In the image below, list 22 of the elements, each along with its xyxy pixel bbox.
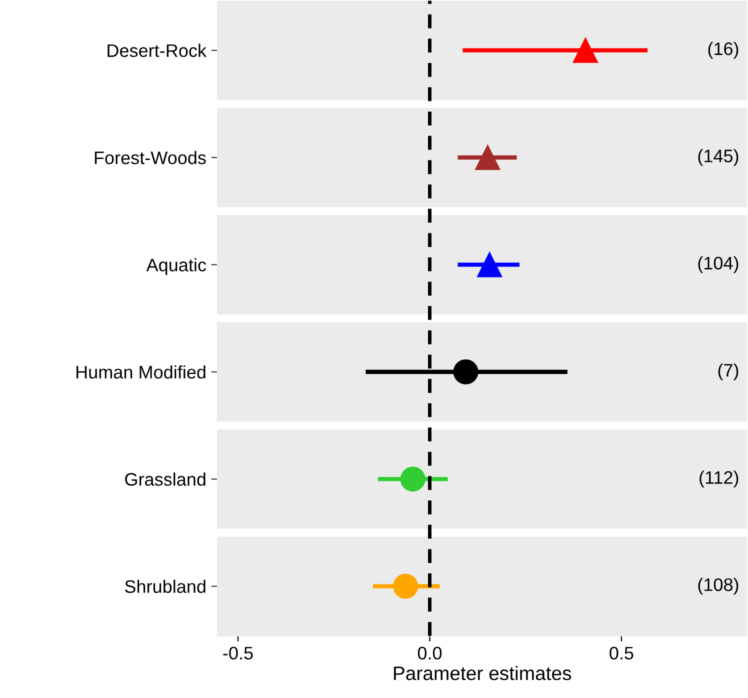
y-tick-label: Human Modified bbox=[76, 365, 206, 379]
y-tick-label: Aquatic bbox=[146, 258, 206, 275]
x-axis-title: Parameter estimates bbox=[394, 666, 572, 680]
y-tick-label: Forest-Woods bbox=[94, 150, 206, 164]
point bbox=[393, 574, 418, 599]
point bbox=[453, 359, 478, 384]
annotation: (16) bbox=[708, 42, 738, 59]
annotation: (104) bbox=[698, 256, 738, 274]
point bbox=[572, 38, 598, 63]
y-tick-label: Desert-Rock bbox=[108, 44, 207, 58]
point bbox=[400, 466, 426, 492]
y-tick-label: Shrubland bbox=[125, 580, 206, 593]
annotation: (7) bbox=[718, 363, 738, 380]
y-tick-label: Grassland bbox=[125, 472, 206, 486]
annotation: (112) bbox=[700, 470, 738, 488]
point bbox=[475, 145, 500, 170]
x-tick-label: 0.5 bbox=[610, 646, 634, 660]
annotation: (145) bbox=[698, 149, 738, 166]
annotation: (108) bbox=[698, 578, 738, 595]
x-tick-label: -0.5 bbox=[223, 646, 253, 660]
x-tick-label: 0.0 bbox=[418, 646, 442, 660]
point bbox=[477, 252, 502, 278]
